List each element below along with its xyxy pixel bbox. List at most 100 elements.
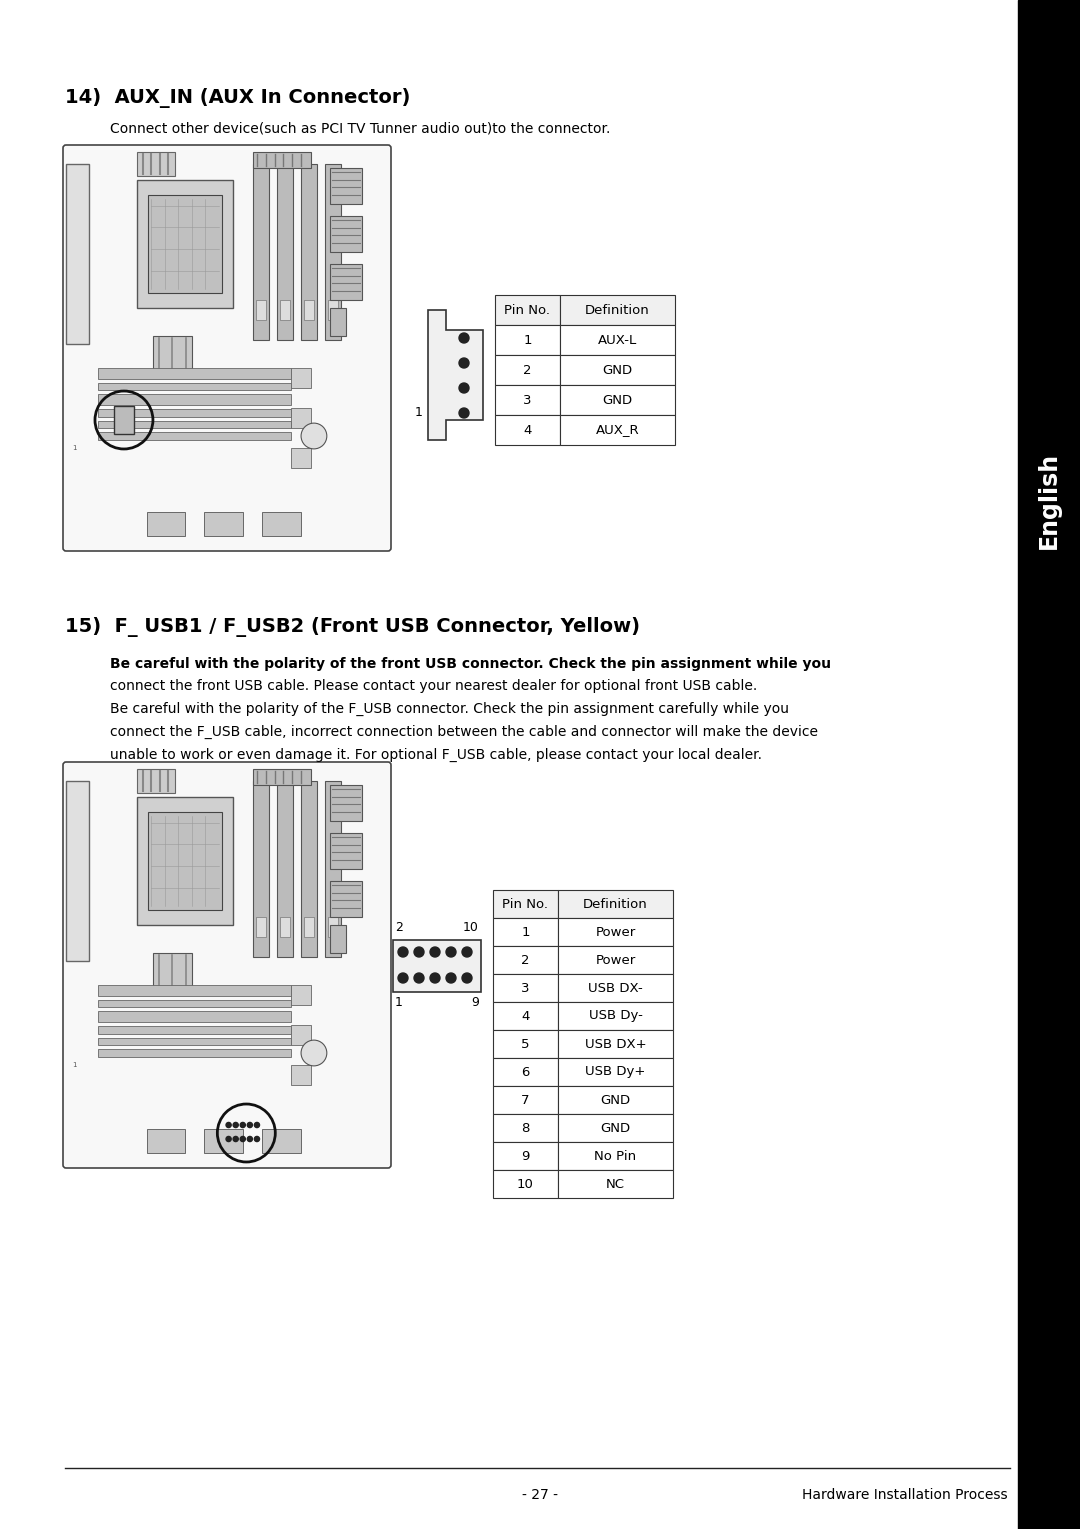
- Bar: [561, 414, 675, 445]
- Text: 1: 1: [523, 333, 531, 347]
- Bar: [328, 300, 338, 320]
- Bar: [262, 1128, 301, 1153]
- Bar: [147, 1128, 185, 1153]
- Text: GND: GND: [600, 1121, 631, 1135]
- Bar: [148, 196, 221, 292]
- Text: 10: 10: [463, 920, 480, 934]
- Circle shape: [233, 1136, 239, 1142]
- Bar: [98, 1049, 292, 1057]
- Circle shape: [459, 358, 469, 368]
- Text: Connect other device(such as PCI TV Tunner audio out)to the connector.: Connect other device(such as PCI TV Tunn…: [110, 122, 610, 136]
- Text: connect the front USB cable. Please contact your nearest dealer for optional fro: connect the front USB cable. Please cont…: [110, 679, 757, 693]
- Text: 6: 6: [522, 1066, 529, 1078]
- Bar: [280, 300, 289, 320]
- Bar: [330, 265, 362, 300]
- Text: - 27 -: - 27 -: [522, 1488, 558, 1501]
- Text: Pin No.: Pin No.: [504, 303, 551, 317]
- Bar: [276, 781, 293, 957]
- Bar: [492, 1142, 558, 1170]
- Bar: [492, 1086, 558, 1115]
- Bar: [330, 833, 362, 868]
- Bar: [256, 300, 266, 320]
- Text: 10: 10: [517, 1177, 534, 1191]
- Bar: [558, 1142, 673, 1170]
- Bar: [558, 974, 673, 1001]
- Circle shape: [462, 972, 472, 983]
- Text: Power: Power: [595, 954, 636, 966]
- Circle shape: [430, 946, 440, 957]
- Bar: [492, 1031, 558, 1058]
- Text: 3: 3: [522, 982, 530, 994]
- Bar: [305, 300, 314, 320]
- Bar: [558, 1001, 673, 1031]
- Text: USB DX-: USB DX-: [589, 982, 643, 994]
- Bar: [98, 410, 292, 417]
- Text: GND: GND: [600, 1093, 631, 1107]
- Text: AUX-L: AUX-L: [598, 333, 637, 347]
- Circle shape: [301, 424, 327, 450]
- Text: 2: 2: [523, 364, 531, 376]
- Bar: [495, 414, 561, 445]
- Text: 15)  F_ USB1 / F_USB2 (Front USB Connector, Yellow): 15) F_ USB1 / F_USB2 (Front USB Connecto…: [65, 618, 640, 638]
- Bar: [148, 812, 221, 910]
- Bar: [495, 385, 561, 414]
- Bar: [492, 1001, 558, 1031]
- Bar: [330, 168, 362, 203]
- Bar: [393, 940, 481, 992]
- FancyBboxPatch shape: [63, 145, 391, 550]
- Circle shape: [255, 1122, 259, 1127]
- Text: AUX_R: AUX_R: [596, 424, 639, 436]
- Text: Power: Power: [595, 925, 636, 939]
- Circle shape: [446, 972, 456, 983]
- Bar: [558, 1170, 673, 1199]
- Bar: [292, 1066, 311, 1086]
- Text: 1: 1: [522, 925, 530, 939]
- Bar: [492, 946, 558, 974]
- Text: 7: 7: [522, 1093, 530, 1107]
- Text: NC: NC: [606, 1177, 625, 1191]
- Circle shape: [414, 972, 424, 983]
- Bar: [147, 512, 185, 537]
- Text: Definition: Definition: [585, 303, 650, 317]
- Bar: [330, 784, 362, 821]
- Text: 1: 1: [395, 995, 403, 1009]
- Text: 2: 2: [395, 920, 403, 934]
- Bar: [253, 769, 311, 784]
- Bar: [66, 781, 89, 962]
- Circle shape: [255, 1136, 259, 1142]
- Bar: [561, 326, 675, 355]
- Bar: [137, 180, 233, 307]
- Bar: [561, 355, 675, 385]
- Bar: [253, 151, 311, 168]
- Circle shape: [301, 1040, 327, 1066]
- Circle shape: [462, 946, 472, 957]
- Bar: [330, 216, 362, 252]
- Bar: [292, 448, 311, 468]
- Bar: [330, 925, 346, 953]
- Text: 1: 1: [71, 1063, 77, 1067]
- Bar: [558, 1058, 673, 1086]
- Bar: [137, 769, 175, 794]
- Circle shape: [414, 946, 424, 957]
- Bar: [558, 1115, 673, 1142]
- Circle shape: [240, 1136, 245, 1142]
- Circle shape: [446, 946, 456, 957]
- Text: USB DX+: USB DX+: [584, 1038, 646, 1050]
- Text: Definition: Definition: [583, 898, 648, 910]
- Bar: [558, 890, 673, 917]
- Text: 5: 5: [522, 1038, 530, 1050]
- Bar: [561, 295, 675, 326]
- Bar: [492, 917, 558, 946]
- Bar: [276, 164, 293, 339]
- Bar: [253, 781, 269, 957]
- Bar: [330, 881, 362, 917]
- Bar: [330, 307, 346, 336]
- Text: 1: 1: [415, 407, 423, 419]
- Bar: [492, 1170, 558, 1199]
- Text: 9: 9: [471, 995, 480, 1009]
- Bar: [325, 781, 341, 957]
- Bar: [292, 985, 311, 1005]
- Bar: [292, 368, 311, 388]
- Circle shape: [399, 946, 408, 957]
- Bar: [262, 512, 301, 537]
